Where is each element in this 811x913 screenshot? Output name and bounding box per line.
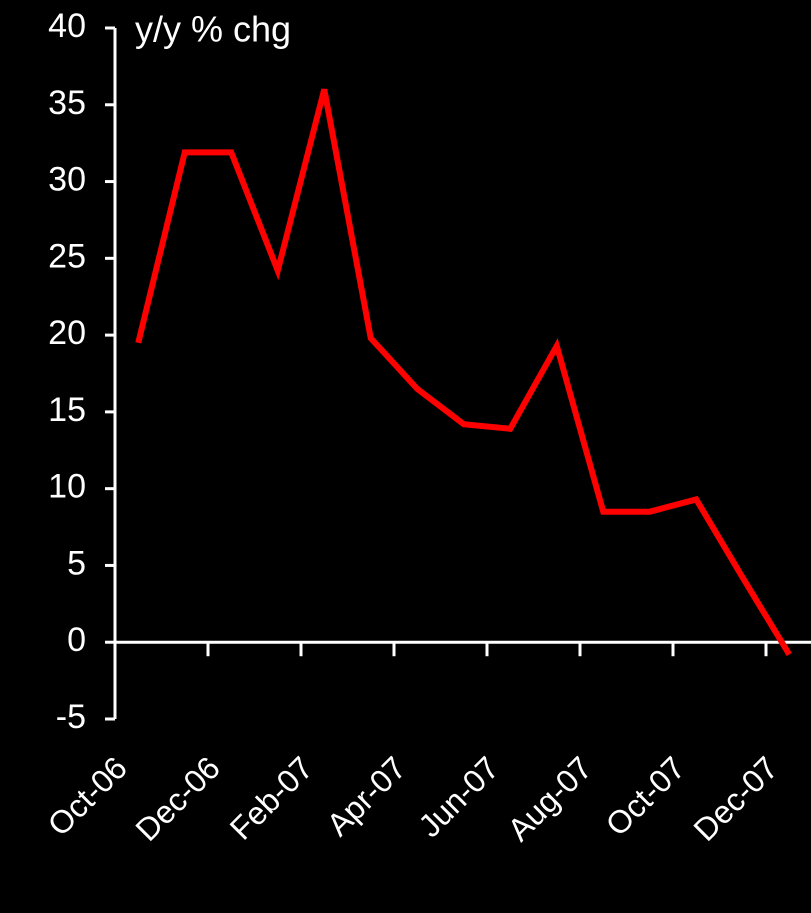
x-tick-label: Dec-06 — [129, 749, 227, 847]
y-axis-label: y/y % chg — [135, 9, 291, 50]
y-tick-label: 20 — [48, 314, 86, 352]
x-tick-label: Apr-07 — [320, 749, 413, 842]
x-tick-label: Dec-07 — [687, 749, 785, 847]
y-tick-label: -5 — [56, 698, 86, 736]
y-tick-label: 10 — [48, 468, 86, 506]
x-tick-label: Feb-07 — [223, 749, 320, 846]
y-tick-label: 40 — [48, 7, 86, 45]
x-tick-label: Oct-07 — [599, 749, 692, 842]
x-tick-label: Aug-07 — [501, 749, 599, 847]
y-tick-label: 5 — [67, 544, 86, 582]
y-tick-label: 15 — [48, 391, 86, 429]
data-line — [135, 88, 792, 657]
y-tick-label: 30 — [48, 161, 86, 199]
x-tick-label: Oct-06 — [41, 749, 134, 842]
x-tick-label: Jun-07 — [411, 749, 506, 844]
y-tick-label: 0 — [67, 621, 86, 659]
y-tick-label: 35 — [48, 84, 86, 122]
y-tick-label: 25 — [48, 237, 86, 275]
